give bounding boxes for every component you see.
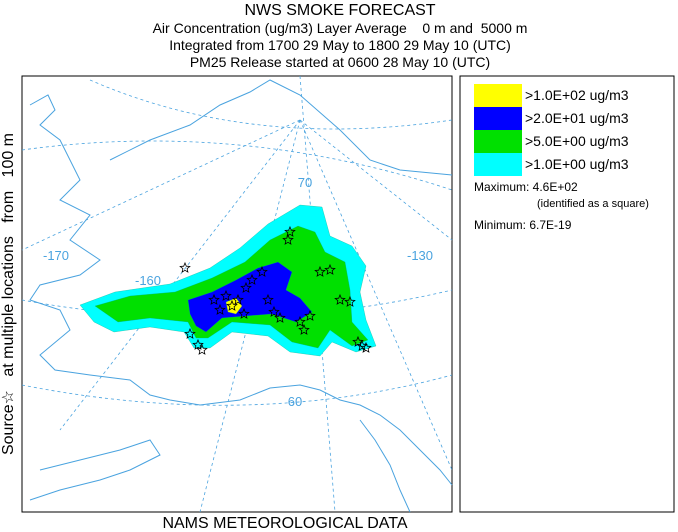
source-star: [226, 299, 238, 311]
source-star: [246, 273, 258, 285]
graticule: [89, 79, 453, 130]
source-star: [192, 338, 204, 350]
source-star: [324, 263, 336, 275]
legend-label: >1.0E+00 ug/m3: [525, 156, 629, 172]
graticule: [21, 374, 453, 406]
map: -170 -160 -130 70 60: [21, 75, 453, 513]
source-star: [298, 323, 310, 335]
side-label: Source☆ at multiple locations from 100 m: [0, 133, 17, 455]
subtitle: Integrated from 1700 29 May to 1800 29 M…: [169, 37, 511, 53]
subtitle: Air Concentration (ug/m3) Layer Average …: [153, 20, 528, 36]
sources: [179, 225, 372, 355]
source-star: [238, 307, 250, 319]
legend-swatch: [474, 130, 522, 153]
legend-swatch: [474, 153, 522, 176]
source-star: [232, 293, 244, 305]
legend: >1.0E+02 ug/m3 >2.0E+01 ug/m3 >5.0E+00 ug/…: [474, 84, 629, 176]
graticule: [199, 119, 301, 513]
source-star: [220, 289, 232, 301]
latitude-label: 60: [288, 394, 302, 409]
longitude-label: -170: [43, 248, 69, 263]
source-star: [282, 233, 294, 245]
legend-label: >2.0E+01 ug/m3: [525, 110, 629, 126]
source-star: [360, 341, 372, 353]
source-star: [274, 311, 286, 323]
maximum-note: (identified as a square): [537, 198, 649, 210]
source-star: [284, 225, 296, 237]
legend-swatch: [474, 84, 522, 107]
source-star: [344, 295, 356, 307]
source-star: [294, 315, 306, 327]
source-star: [304, 309, 316, 321]
source-star: [268, 305, 280, 317]
graticule: [21, 140, 453, 191]
source-star: [334, 293, 346, 305]
source-star: [196, 343, 208, 355]
legend-label: >1.0E+02 ug/m3: [525, 87, 629, 103]
source-star: [240, 281, 252, 293]
minimum: Minimum: 6.7E-19: [474, 218, 572, 232]
legend-label: >5.0E+00 ug/m3: [525, 133, 629, 149]
coastline: [109, 79, 453, 176]
footer: NAMS METEOROLOGICAL DATA: [162, 515, 407, 532]
source-star: [184, 327, 196, 339]
longitude-label: -160: [135, 273, 161, 288]
graticule: [59, 119, 301, 431]
coastline: [29, 439, 161, 501]
title: NWS SMOKE FORECAST: [244, 2, 435, 19]
source-star: [208, 293, 220, 305]
legend-swatch: [474, 107, 522, 130]
maximum: Maximum: 4.6E+02: [474, 180, 578, 194]
source-star: [262, 293, 274, 305]
source-star: [256, 265, 268, 277]
graticule: [299, 119, 453, 241]
source-star: [314, 265, 326, 277]
coastline: [29, 94, 453, 486]
source-star: [179, 261, 191, 273]
longitude-label: -130: [407, 248, 433, 263]
source-star: [214, 303, 226, 315]
subtitle: PM25 Release started at 0600 28 May 10 (…: [190, 54, 490, 70]
coastline: [359, 419, 411, 513]
latitude-label: 70: [298, 175, 312, 190]
